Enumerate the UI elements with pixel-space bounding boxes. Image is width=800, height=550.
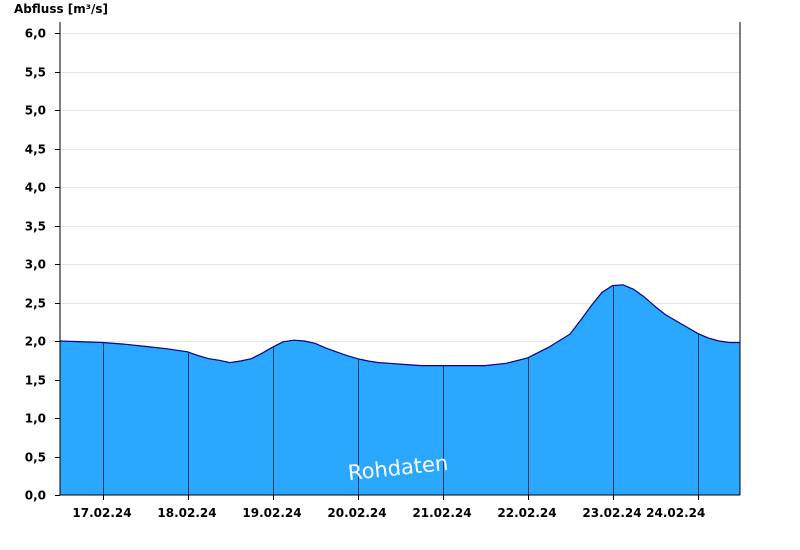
day-boundary-lines — [103, 285, 699, 495]
x-tick-label: 23.02.24 — [582, 506, 641, 520]
y-tick-label: 0,5 — [25, 451, 46, 465]
y-tick-label: 2,0 — [25, 335, 46, 349]
plot-frame — [59, 22, 741, 496]
y-tick-label: 5,0 — [25, 104, 46, 118]
y-tick-label: 4,0 — [25, 181, 46, 195]
y-tick-label: 3,0 — [25, 258, 46, 272]
y-tick-label: 3,5 — [25, 220, 46, 234]
x-tick-label: 19.02.24 — [242, 506, 301, 520]
y-tick-label: 6,0 — [25, 27, 46, 41]
y-tick-label: 2,5 — [25, 297, 46, 311]
discharge-area — [60, 284, 740, 495]
y-axis-label: Abfluss [m³/s] — [14, 2, 108, 16]
y-tick-label: 1,0 — [25, 412, 46, 426]
plot-area — [59, 284, 740, 495]
x-tick-label: 17.02.24 — [72, 506, 131, 520]
x-tick-label: 22.02.24 — [497, 506, 556, 520]
y-tick-label: 0,0 — [25, 489, 46, 503]
discharge-line — [59, 284, 740, 367]
y-tick-label: 5,5 — [25, 66, 46, 80]
x-ticks: 17.02.24 18.02.24 19.02.24 20.02.24 21.02.24… — [72, 495, 705, 520]
x-tick-label: 20.02.24 — [327, 506, 386, 520]
y-ticks: 0,0 0,5 1,0 1,5 2,0 2,5 3,0 3,5 4,0 4,5 5,0 5,5 6,0 — [25, 27, 60, 503]
x-tick-label: 24.02.24 — [646, 506, 705, 520]
x-tick-label: 21.02.24 — [412, 506, 471, 520]
y-tick-label: 4,5 — [25, 143, 46, 157]
y-tick-label: 1,5 — [25, 374, 46, 388]
x-tick-label: 18.02.24 — [157, 506, 216, 520]
